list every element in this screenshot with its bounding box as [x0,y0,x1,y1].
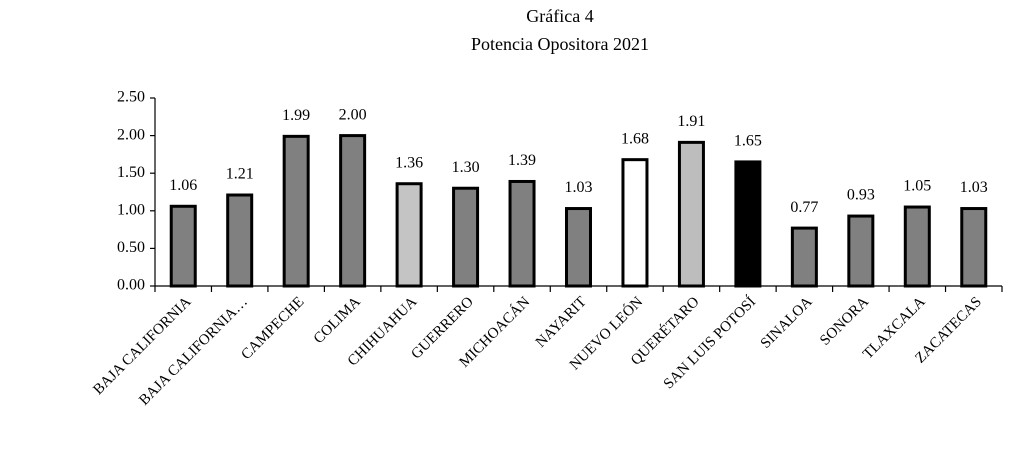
bar [565,207,592,288]
data-label: 0.77 [790,199,818,216]
x-tick-label: BAJA CALIFORNIA… [136,294,251,409]
bar [734,160,762,288]
y-tick-label: 2.00 [117,126,145,143]
data-label: 1.68 [621,130,649,147]
data-label: 0.93 [847,187,875,204]
chart-title: Gráfica 4 [526,6,593,26]
y-tick-label: 1.50 [117,164,145,181]
data-label: 1.99 [282,107,310,124]
y-tick-label: 0.50 [117,239,145,256]
bar [508,179,536,288]
bar [282,134,310,288]
bar [960,207,988,288]
data-label: 1.21 [226,166,254,183]
x-tick-label: SAN LUIS POTOSÍ [660,293,759,392]
y-tick-label: 0.00 [117,277,145,294]
x-tick-label: NAYARIT [533,294,590,351]
x-tick-label: COLIMA [311,294,364,347]
data-label: 1.65 [734,133,762,150]
bar [790,226,818,288]
y-tick-label: 2.50 [117,89,145,106]
data-label: 1.39 [508,152,536,169]
chart-subtitle: Potencia Opositora 2021 [471,34,649,54]
y-tick-label: 1.00 [117,201,145,218]
bar [452,186,480,288]
bar [226,193,254,288]
data-label: 2.00 [339,106,367,123]
data-label: 1.03 [565,179,593,196]
data-label: 1.03 [960,179,988,196]
bar [847,214,875,288]
data-label: 1.36 [395,154,423,171]
x-tick-label: BAJA CALIFORNIA [90,294,194,398]
bar [395,182,423,288]
x-tick-label: SINALOA [758,294,816,352]
bar [903,205,931,288]
bar [677,140,705,288]
data-label: 1.06 [169,177,197,194]
data-label: 1.30 [452,159,480,176]
bar [169,204,197,288]
bar [339,134,367,288]
bar [621,158,649,288]
x-tick-label: SONORA [817,294,872,349]
data-label: 1.05 [903,178,931,195]
data-label: 1.91 [677,113,705,130]
